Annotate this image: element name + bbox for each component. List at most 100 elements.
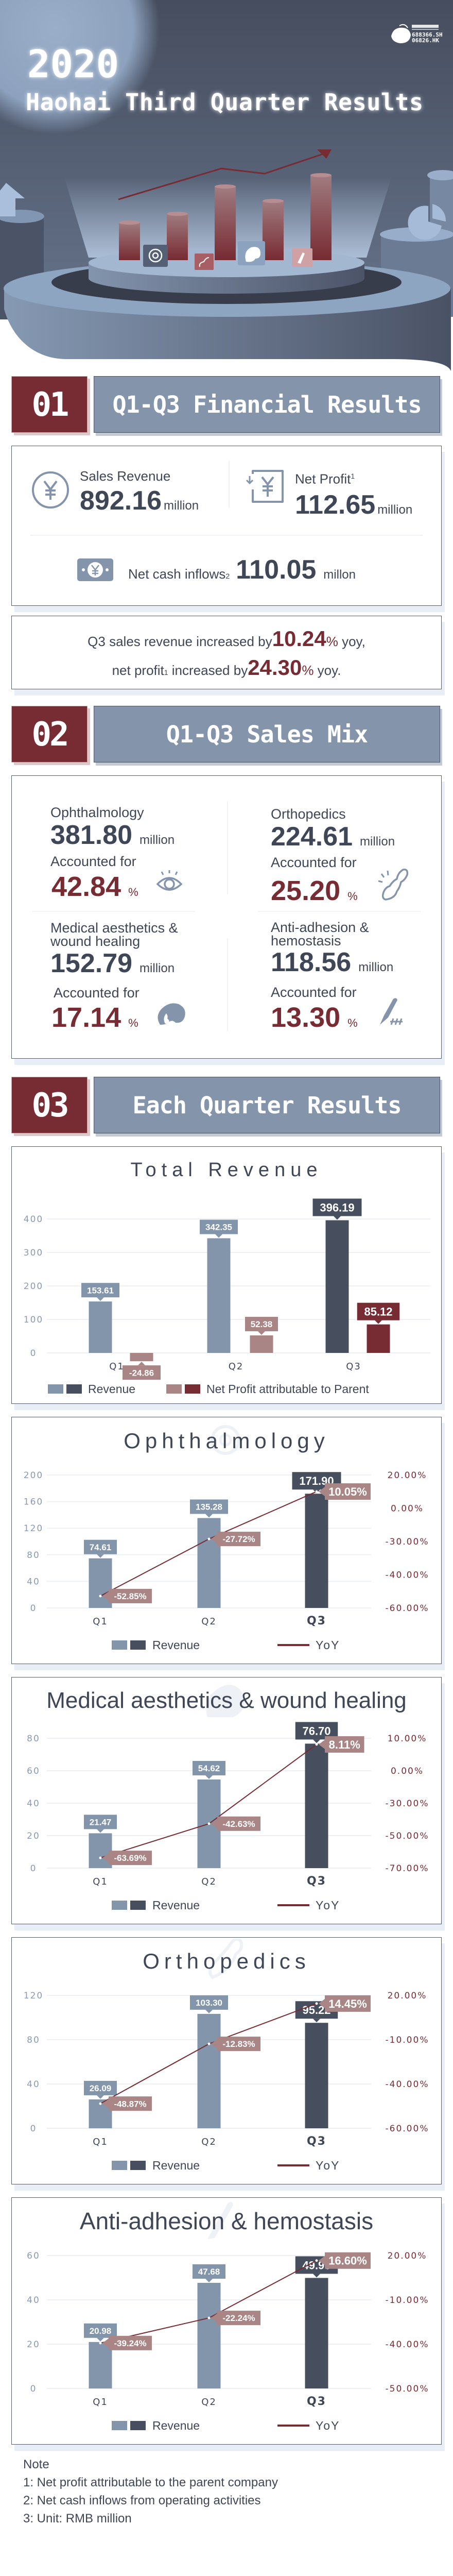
net-profit-value: 112.65 [295,490,376,520]
x-tick-label: Q1 [93,1616,108,1627]
value-label-text: 74.61 [90,1543,112,1552]
y-tick-label: 120 [24,1991,43,2001]
revenue-bar [89,2342,112,2388]
divider [258,911,421,912]
total-revenue-chart: 0 100 200 300 400 Q1 Q2 Q3 153.61 342.35 396.19 -24… [24,1198,430,1396]
cash-note-icon [77,558,113,581]
y2-tick-label: -10.00% [386,2295,429,2306]
label-box [217,2311,260,2326]
yoy-point [99,1595,102,1598]
y-tick-label: 0 [30,2384,37,2394]
mix-name-line: Anti-adhesion & [271,920,369,935]
medical-aesthetics-chart: 0 20 40 60 80 10.00% 0.00% -30.00% -50.00% -70.00… [27,1722,428,1912]
section-title-financial-results: Q1-Q3 Financial Results [94,376,440,433]
yoy-label: -12.83% [211,2037,260,2052]
yoy-label: -39.24% [102,2335,152,2350]
y-tick-label: 20 [27,1831,40,1841]
legend-swatch-revenue-light [112,2161,127,2170]
value-label: 52.38 [245,1316,278,1335]
label-box [84,1539,117,1554]
anti-adhesion-chart: 0 20 40 60 20.00% -10.00% -40.00% -50.00% Q1 Q2 Q3… [27,2251,429,2432]
accounted-label: Accounted for [271,855,357,870]
label-pointer [205,2278,213,2282]
yoy-point [207,1822,211,1825]
medical-aesthetics-chart-card: Medical aesthetics & wound healing 0 20 40… [11,1677,442,1924]
y2-tick-label: -40.00% [386,2079,429,2090]
orthopedics-chart: 0 40 80 120 20.00% -10.00% -40.00% -60.00% Q1 Q2 Q… [24,1991,429,2172]
net-cash-unit: millon [323,568,356,582]
label-pointer [211,2039,217,2049]
yoy-label-text: -39.24% [114,2338,146,2348]
mix-name-line: Medical aesthetics & [50,920,178,936]
label-pointer [97,1297,104,1301]
summary-line1-prefix: Q3 sales revenue increased by [88,634,272,649]
chart-title: Orthopedics [143,1949,310,1973]
legend-swatch-revenue-dark [130,1901,146,1910]
revenue-bar [89,1301,112,1353]
notes-title: Note [23,2458,49,2471]
bone-watermark-icon [208,1939,243,1979]
y-tick-label: 100 [24,1315,43,1325]
mix-name-line: wound healing [50,934,141,949]
x-tick-label: Q3 [307,2135,326,2148]
legend-swatch-revenue-dark [66,1384,82,1394]
anti-adhesion-chart-card: Anti-adhesion & hemostasis 0 20 40 60 20.00%… [11,2197,442,2445]
mix-share: 42.84 [51,871,121,902]
footnote-ref: 1 [164,668,168,676]
revenue-bar [325,1220,349,1353]
legend-label: Revenue [152,2419,200,2432]
yoy-label-text: -63.69% [114,1853,146,1863]
hero-banner: 2020 Haohai Third Quarter Results 688366… [0,0,453,397]
x-tick-label: Q2 [201,1876,217,1887]
legend-swatch-revenue-light [112,1901,127,1910]
y2-tick-label: -40.00% [386,2340,429,2350]
ophthalmology-chart-card: Ophthalmology 0 40 80 120 160 200 20.00% 0.00% -… [11,1417,442,1664]
value-label-text: 342.35 [205,1223,232,1232]
label-pointer [319,1739,325,1749]
revenue-bar [305,1494,328,1608]
summary-line2-suffix: yoy. [313,663,341,678]
scalpel-watermark-icon [207,2201,233,2239]
label-pointer [313,2019,320,2023]
sales-revenue-label: Sales Revenue [80,468,171,484]
note-item: 3: Unit: RMB million [23,2512,132,2526]
value-label-text: 85.12 [364,1306,392,1318]
percent-sign: % [128,1016,138,1029]
divider [229,461,230,507]
yoy-point [99,2102,102,2105]
net-profit-bar [367,1324,390,1353]
label-box [190,1499,228,1514]
company-logo [391,24,439,43]
yoy-label: 16.60% [319,2252,371,2269]
mix-value: 381.80 [50,820,133,850]
q3-summary-card: Q3 sales revenue increased by 10.24 % yo… [11,616,442,689]
label-pointer [97,2095,104,2099]
value-label-text: 47.68 [198,2267,220,2277]
label-pointer [211,1819,217,1828]
y-tick-label: 60 [27,2251,40,2261]
value-label-text: 396.19 [320,1201,354,1214]
label-box [123,1365,161,1380]
y2-tick-label: 0.00% [391,1766,424,1776]
revenue-bar [305,1743,328,1868]
label-box [109,2096,152,2111]
label-pointer [102,1853,109,1863]
label-pointer [138,1362,145,1366]
value-label-text: -24.86 [129,1368,154,1378]
hero-title: Haohai Third Quarter Results [26,89,424,116]
legend-label: YoY [316,2159,340,2172]
value-label: 153.61 [81,1283,119,1301]
bone-icon [195,253,214,270]
legend-label: Net Profit attributable to Parent [206,1382,369,1396]
yoy-point [315,2002,318,2005]
scalpel-icon [380,998,403,1025]
label-box [325,1995,371,2012]
label-box [109,2335,152,2350]
revenue-bar [305,2278,328,2388]
label-pointer [319,1487,325,1497]
y-tick-label: 40 [27,2079,40,2090]
label-pointer [334,1216,341,1220]
y-tick-label: 120 [24,1523,43,1534]
sales-revenue-unit: million [164,499,199,513]
section-number-02: 02 [11,706,88,762]
